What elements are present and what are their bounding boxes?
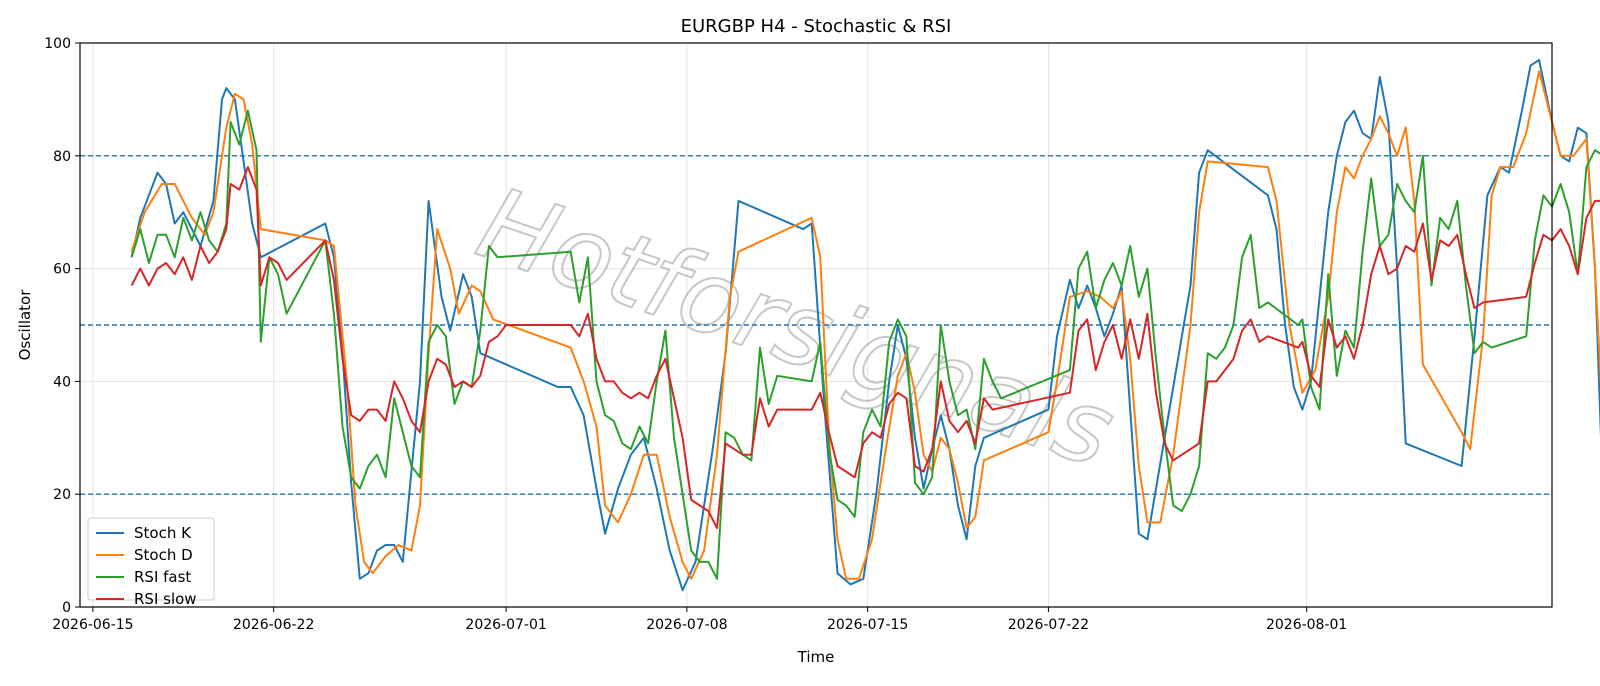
series-line-rsi-slow — [130, 166, 1600, 529]
y-tick-label: 20 — [53, 487, 71, 503]
series-line-stoch-k — [130, 58, 1600, 592]
y-tick-label: 60 — [53, 262, 71, 278]
y-axis-label: Oscillator — [16, 289, 34, 361]
series-lines — [130, 58, 1600, 592]
y-axis: 0 20 40 60 80 100 — [44, 36, 80, 616]
x-tick-label: 2026-06-15 — [52, 617, 133, 633]
reference-lines — [80, 155, 1552, 495]
x-tick-label: 2026-07-22 — [1008, 617, 1089, 633]
y-tick-label: 100 — [44, 36, 71, 52]
x-tick-label: 2026-07-01 — [465, 617, 546, 633]
y-tick-label: 0 — [62, 600, 71, 616]
x-tick-label: 2026-07-08 — [646, 617, 727, 633]
series-line-rsi-fast — [130, 109, 1600, 580]
legend-label-stoch-d: Stoch D — [134, 546, 193, 564]
series-line-stoch-d — [130, 70, 1600, 580]
x-tick-label: 2026-07-15 — [827, 617, 908, 633]
legend-label-rsi-fast: RSI fast — [134, 568, 191, 586]
legend-box — [87, 517, 215, 601]
x-axis: 2026-06-15 2026-06-22 2026-07-01 2026-07-08… — [52, 607, 1347, 633]
y-tick-label: 40 — [53, 374, 71, 390]
legend-label-stoch-k: Stoch K — [134, 524, 192, 542]
plot-frame — [79, 42, 1553, 608]
y-tick-label: 80 — [53, 149, 71, 165]
legend-label-rsi-slow: RSI slow — [134, 590, 197, 608]
x-axis-label: Time — [797, 648, 835, 666]
chart-title: EURGBP H4 - Stochastic & RSI — [681, 16, 952, 37]
legend: Stoch K Stoch D RSI fast RSI slow — [87, 517, 215, 608]
x-tick-label: 2026-08-01 — [1266, 617, 1347, 633]
x-tick-label: 2026-06-22 — [233, 617, 314, 633]
